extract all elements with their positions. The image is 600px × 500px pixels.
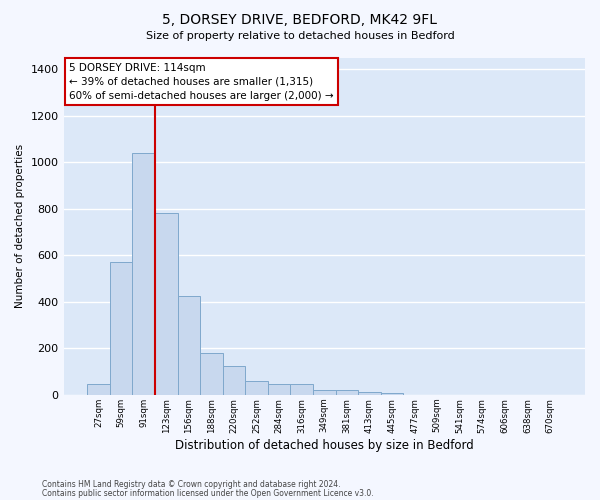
Y-axis label: Number of detached properties: Number of detached properties bbox=[15, 144, 25, 308]
Text: Contains public sector information licensed under the Open Government Licence v3: Contains public sector information licen… bbox=[42, 489, 374, 498]
Bar bbox=[155, 214, 178, 395]
Text: 5, DORSEY DRIVE, BEDFORD, MK42 9FL: 5, DORSEY DRIVE, BEDFORD, MK42 9FL bbox=[163, 12, 437, 26]
X-axis label: Distribution of detached houses by size in Bedford: Distribution of detached houses by size … bbox=[175, 440, 473, 452]
Bar bbox=[358, 392, 381, 395]
Bar bbox=[110, 262, 133, 395]
Bar bbox=[178, 296, 200, 395]
Bar bbox=[245, 381, 268, 395]
Text: 5 DORSEY DRIVE: 114sqm
← 39% of detached houses are smaller (1,315)
60% of semi-: 5 DORSEY DRIVE: 114sqm ← 39% of detached… bbox=[69, 62, 334, 100]
Bar bbox=[268, 384, 290, 395]
Bar bbox=[200, 353, 223, 395]
Bar bbox=[290, 384, 313, 395]
Text: Contains HM Land Registry data © Crown copyright and database right 2024.: Contains HM Land Registry data © Crown c… bbox=[42, 480, 341, 489]
Bar bbox=[133, 153, 155, 395]
Bar bbox=[335, 390, 358, 395]
Text: Size of property relative to detached houses in Bedford: Size of property relative to detached ho… bbox=[146, 31, 454, 41]
Bar bbox=[223, 366, 245, 395]
Bar bbox=[313, 390, 335, 395]
Bar bbox=[381, 393, 403, 395]
Bar bbox=[87, 384, 110, 395]
